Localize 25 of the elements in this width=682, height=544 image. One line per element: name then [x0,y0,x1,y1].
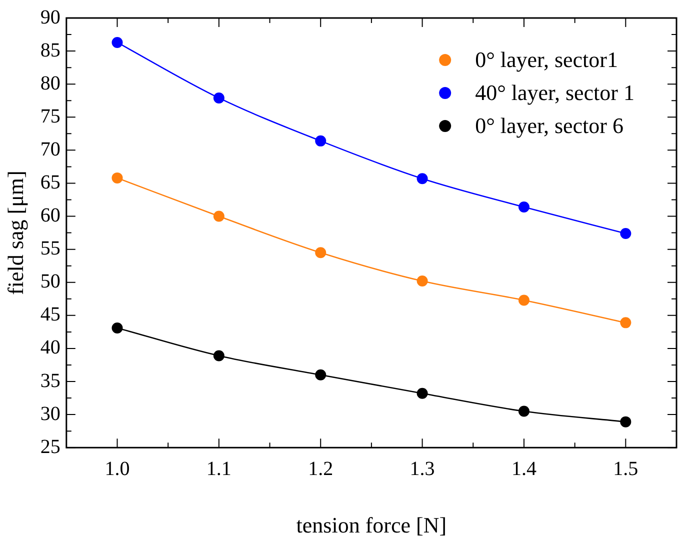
legend-label: 0° layer, sector1 [475,46,618,72]
x-tick-label: 1.0 [104,458,130,480]
y-tick-label: 50 [40,270,60,293]
y-tick-label: 85 [40,39,60,62]
y-tick-label: 65 [40,171,60,194]
legend-label: 40° layer, sector 1 [475,80,635,105]
x-tick-label: 1.4 [511,458,536,480]
y-tick-label: 90 [40,6,60,28]
y-tick-label: 75 [40,105,60,128]
y-tick-label: 45 [40,304,60,326]
y-tick-label: 30 [40,402,60,425]
y-tick-label: 70 [40,138,60,160]
x-tick-label: 1.5 [613,458,638,480]
y-tick-label: 80 [40,72,60,94]
x-tick-label: 1.3 [410,458,435,480]
x-tick-label: 1.2 [308,458,334,480]
y-tick-label: 35 [40,370,60,392]
legend-label: 0° layer, sector 6 [475,112,624,138]
y-tick-label: 55 [40,238,60,260]
y-tick-label: 25 [40,436,60,458]
y-tick-label: 40 [40,336,60,359]
x-tick-label: 1.1 [206,458,232,480]
y-tick-label: 60 [40,204,60,227]
x-axis-title: tension force [N] [296,512,447,538]
y-axis-title: field sag [μm] [2,170,28,295]
